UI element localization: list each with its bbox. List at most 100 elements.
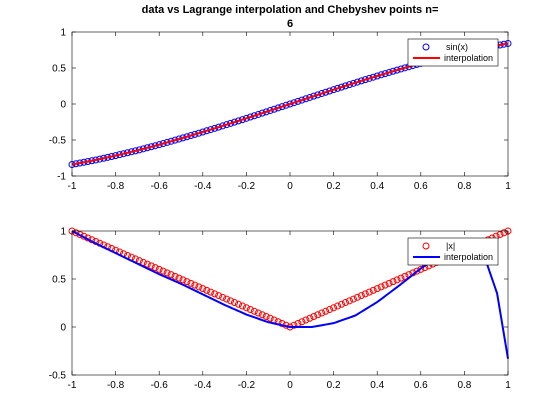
bottom-plot: -1 -0.8 -0.6 -0.4 -0.2 0 0.2 0.4 0.6 0.8 1 1 0.5 0 -0.… — [49, 227, 512, 391]
data-point — [397, 274, 405, 282]
x-tick-label: 0.8 — [457, 181, 471, 192]
data-point — [353, 293, 361, 301]
x-tick-label: -0.6 — [151, 181, 169, 192]
data-point — [500, 229, 508, 237]
data-point — [302, 316, 310, 324]
data-point — [199, 285, 207, 293]
data-point — [215, 292, 223, 300]
data-point — [151, 264, 159, 272]
data-point — [191, 281, 199, 289]
y-tick-label: 1 — [60, 28, 66, 39]
data-point — [246, 306, 254, 314]
data-point — [207, 288, 215, 296]
data-point — [175, 274, 183, 282]
data-point — [345, 297, 353, 305]
data-point — [417, 265, 425, 273]
x-tick-label: -0.8 — [107, 181, 125, 192]
x-tick-label: 0 — [287, 380, 293, 391]
y-tick-label: -1 — [57, 172, 66, 183]
data-point — [163, 269, 171, 277]
y-tick-label: 0 — [60, 323, 66, 334]
data-point — [361, 290, 369, 298]
data-point — [330, 304, 338, 312]
x-tick-label: 1 — [505, 380, 511, 391]
data-point — [338, 300, 346, 308]
x-tick-label: 0 — [287, 181, 293, 192]
data-point — [159, 267, 167, 275]
data-point — [326, 306, 334, 314]
data-point — [234, 300, 242, 308]
data-point — [393, 276, 401, 284]
legend-box — [407, 237, 499, 266]
figure-title-line-2: 6 — [287, 18, 293, 30]
data-point — [262, 313, 270, 321]
data-point — [341, 299, 349, 307]
data-point — [254, 309, 262, 317]
data-point — [147, 262, 155, 270]
data-point — [290, 321, 298, 329]
data-point — [171, 272, 179, 280]
x-tick-label: -0.2 — [238, 380, 256, 391]
data-point — [211, 290, 219, 298]
x-tick-label: 0.6 — [414, 380, 428, 391]
x-tick-label: 0.2 — [327, 181, 341, 192]
data-point — [389, 278, 397, 286]
data-point — [401, 272, 409, 280]
legend: |x|interpolation — [407, 237, 499, 266]
data-point — [187, 279, 195, 287]
data-point — [381, 281, 389, 289]
y-tick-label: 1 — [60, 227, 66, 238]
x-tick-label: 0.2 — [327, 380, 341, 391]
data-point — [183, 278, 191, 286]
data-point — [357, 292, 365, 300]
legend-box — [407, 38, 499, 67]
data-point — [322, 307, 330, 315]
y-tick-label: -0.5 — [49, 136, 67, 147]
x-tick-label: -0.6 — [151, 380, 169, 391]
x-tick-label: 1 — [505, 181, 511, 192]
y-tick-label: 0 — [60, 100, 66, 111]
x-tick-label: -0.4 — [194, 181, 212, 192]
x-tick-label: -0.4 — [194, 380, 212, 391]
data-point — [203, 286, 211, 294]
data-point — [179, 276, 187, 284]
data-point — [223, 295, 231, 303]
x-tick-label: 0.4 — [370, 181, 384, 192]
data-point — [195, 283, 203, 291]
data-point — [231, 299, 239, 307]
data-point — [318, 309, 326, 317]
x-tick-label: -0.2 — [238, 181, 256, 192]
x-tick-label: 0.8 — [457, 380, 471, 391]
data-point — [266, 314, 274, 322]
data-point — [365, 288, 373, 296]
x-tick-label: -1 — [68, 380, 77, 391]
data-point — [258, 311, 266, 319]
data-point — [72, 229, 80, 237]
data-point — [306, 314, 314, 322]
legend-label: |x| — [446, 241, 455, 251]
data-point — [314, 311, 322, 319]
legend-label: sin(x) — [446, 42, 468, 52]
data-point — [413, 267, 421, 275]
y-tick-label: 0.5 — [52, 64, 66, 75]
legend-marker — [422, 43, 430, 51]
data-point — [227, 297, 235, 305]
figure-title-line-1: data vs Lagrange interpolation and Cheby… — [142, 4, 439, 16]
data-point — [385, 279, 393, 287]
x-tick-label: -1 — [68, 181, 77, 192]
legend-marker — [422, 242, 430, 250]
data-point — [377, 283, 385, 291]
y-tick-label: -0.5 — [49, 371, 67, 382]
data-point — [298, 318, 306, 326]
top-plot: -1 -0.8 -0.6 -0.4 -0.2 0 0.2 0.4 0.6 0.8 1 1 0.5 0 -0.… — [49, 28, 512, 192]
data-point — [349, 295, 357, 303]
data-point — [373, 285, 381, 293]
data-point — [242, 304, 250, 312]
data-point — [155, 265, 163, 273]
legend-label: interpolation — [444, 53, 493, 63]
legend: sin(x)interpolation — [407, 38, 499, 67]
y-tick-label: 0.5 — [52, 275, 66, 286]
data-point — [310, 313, 318, 321]
data-point — [278, 320, 286, 328]
